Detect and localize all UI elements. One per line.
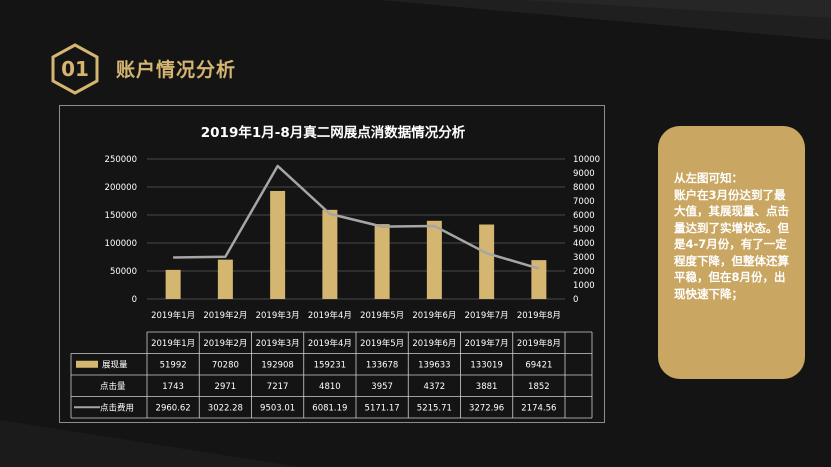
left-axis-tick-label: 250000 bbox=[105, 155, 137, 165]
table-cell: 1743 bbox=[162, 382, 184, 392]
table-row-label: 点击费用 bbox=[100, 402, 134, 413]
table-cell: 133019 bbox=[470, 360, 502, 370]
table-header-cell: 2019年3月 bbox=[256, 338, 300, 349]
table-cell: 4372 bbox=[424, 382, 446, 392]
right-axis-tick-label: 7000 bbox=[573, 197, 595, 207]
right-axis-tick-label: 4000 bbox=[573, 239, 595, 249]
x-axis-tick-label: 2019年7月 bbox=[465, 310, 509, 321]
section-title: 账户情况分析 bbox=[116, 59, 237, 81]
table-cell: 133678 bbox=[366, 360, 398, 370]
chart-title: 2019年1月-8月真二网展点消数据情况分析 bbox=[201, 124, 466, 141]
combo-chart: 2019年1月-8月真二网展点消数据情况分析250000200000150000… bbox=[70, 124, 600, 419]
table-cell: 51992 bbox=[160, 360, 187, 370]
bar-impressions bbox=[165, 269, 181, 299]
section-number: 01 bbox=[61, 57, 89, 81]
right-axis-tick-label: 0 bbox=[573, 295, 578, 305]
table-row-label: 点击量 bbox=[100, 381, 126, 392]
table-cell: 2174.56 bbox=[521, 403, 556, 413]
x-axis-tick-label: 2019年3月 bbox=[256, 310, 300, 321]
right-axis-tick-label: 5000 bbox=[573, 225, 595, 235]
right-axis-tick-label: 3000 bbox=[573, 253, 595, 263]
table-header-cell: 2019年5月 bbox=[360, 338, 404, 349]
table-header-cell: 2019年4月 bbox=[308, 338, 352, 349]
bar-impressions bbox=[217, 259, 233, 299]
left-axis-tick-label: 0 bbox=[132, 295, 137, 305]
table-cell: 3881 bbox=[476, 382, 498, 392]
table-header-cell: 2019年8月 bbox=[517, 338, 561, 349]
table-header-cell: 2019年7月 bbox=[465, 338, 509, 349]
right-axis-tick-label: 6000 bbox=[573, 211, 595, 221]
table-cell: 2960.62 bbox=[156, 403, 191, 413]
table-header-cell: 2019年2月 bbox=[203, 338, 247, 349]
table-cell: 70280 bbox=[212, 360, 239, 370]
right-axis-tick-label: 2000 bbox=[573, 267, 595, 277]
table-row-label: 展现量 bbox=[102, 360, 128, 370]
x-axis-tick-label: 2019年2月 bbox=[203, 310, 247, 321]
bar-impressions bbox=[322, 209, 338, 299]
left-axis-tick-label: 150000 bbox=[105, 211, 137, 221]
section-hexagon-icon bbox=[51, 43, 99, 95]
x-axis-tick-label: 2019年8月 bbox=[517, 310, 561, 321]
table-cell: 139633 bbox=[418, 360, 450, 370]
table-cell: 192908 bbox=[261, 360, 293, 370]
x-axis-tick-label: 2019年6月 bbox=[412, 310, 456, 321]
table-header-cell: 2019年6月 bbox=[412, 338, 456, 349]
x-axis-tick-label: 2019年4月 bbox=[308, 310, 352, 321]
table-cell: 159231 bbox=[314, 360, 346, 370]
right-axis-tick-label: 9000 bbox=[573, 169, 595, 179]
bar-impressions bbox=[270, 190, 286, 299]
table-cell: 3022.28 bbox=[208, 403, 243, 413]
bar-impressions bbox=[374, 224, 390, 299]
x-axis-tick-label: 2019年1月 bbox=[151, 310, 195, 321]
bar-impressions bbox=[531, 260, 547, 299]
left-axis-tick-label: 200000 bbox=[105, 183, 137, 193]
table-cell: 2971 bbox=[215, 382, 237, 392]
table-cell: 9503.01 bbox=[260, 403, 295, 413]
left-axis-tick-label: 100000 bbox=[105, 239, 137, 249]
analysis-note: 从左图可知： 账户在3月份达到了最大值，其展现量、点击量达到了实增状态。但是4-… bbox=[658, 126, 805, 379]
bar-impressions bbox=[479, 224, 495, 299]
x-axis-tick-label: 2019年5月 bbox=[360, 310, 404, 321]
bar-impressions bbox=[426, 220, 442, 299]
table-cell: 4810 bbox=[319, 382, 341, 392]
legend-key-impressions bbox=[76, 360, 98, 368]
table-cell: 3957 bbox=[371, 382, 393, 392]
right-axis-tick-label: 8000 bbox=[573, 183, 595, 193]
table-cell: 7217 bbox=[267, 382, 289, 392]
table-cell: 5171.17 bbox=[365, 403, 400, 413]
table-cell: 1852 bbox=[528, 382, 550, 392]
table-cell: 69421 bbox=[525, 360, 552, 370]
table-cell: 3272.96 bbox=[469, 403, 504, 413]
table-cell: 5215.71 bbox=[417, 403, 452, 413]
right-axis-tick-label: 1000 bbox=[573, 281, 595, 291]
line-click-cost bbox=[173, 164, 540, 270]
table-header-cell: 2019年1月 bbox=[151, 338, 195, 349]
left-axis-tick-label: 50000 bbox=[110, 267, 137, 277]
table-cell: 6081.19 bbox=[312, 403, 347, 413]
chart-panel: 2019年1月-8月真二网展点消数据情况分析 250000 200000 150000… bbox=[59, 105, 605, 423]
right-axis-tick-label: 10000 bbox=[573, 155, 600, 165]
